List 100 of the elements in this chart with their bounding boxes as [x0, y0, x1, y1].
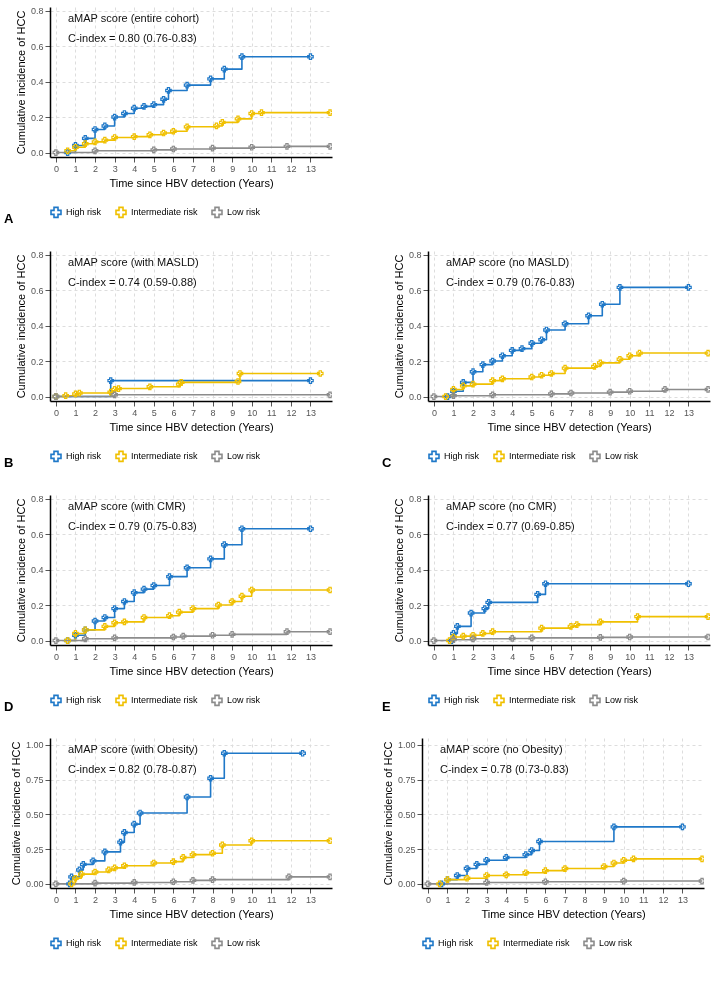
y-tick-label: 0.6 [30, 285, 44, 296]
annotation: aMAP score (with MASLD) [68, 256, 199, 268]
x-tick-label: 6 [543, 894, 549, 905]
x-tick-label: 10 [625, 651, 636, 662]
text: B [4, 455, 14, 470]
legend-label: Intermediate risk [509, 695, 577, 706]
x-tick-label: 13 [305, 894, 316, 905]
legend-label: Intermediate risk [131, 451, 199, 462]
x-tick-label: 12 [658, 894, 669, 905]
y-tick-label: 0.0 [408, 392, 422, 403]
annotation: aMAP score (no MASLD) [446, 256, 570, 268]
annotation: C-index = 0.79 (0.76-0.83) [446, 276, 575, 288]
x-tick-label: 0 [431, 407, 437, 418]
y-tick-label: 0.0 [30, 636, 44, 647]
legend-label: Low risk [605, 451, 639, 462]
annotation: aMAP score (with CMR) [68, 500, 186, 512]
x-axis-title: Time since HBV detection (Years) [481, 907, 646, 920]
x-tick-label: 11 [639, 894, 649, 905]
x-axis-title: Time since HBV detection (Years) [109, 664, 274, 677]
x-tick-label: 5 [523, 894, 529, 905]
x-tick-label: 9 [230, 407, 236, 418]
x-tick-label: 6 [549, 407, 555, 418]
x-tick-label: 1 [445, 894, 451, 905]
x-tick-label: 10 [247, 651, 258, 662]
legend-label: Intermediate risk [131, 938, 199, 949]
x-tick-label: 2 [93, 407, 99, 418]
y-tick-label: 0.0 [408, 636, 422, 647]
x-tick-label: 8 [582, 894, 588, 905]
annotation: C-index = 0.82 (0.78-0.87) [68, 763, 197, 775]
x-tick-label: 6 [171, 651, 177, 662]
annotation: aMAP score (entire cohort) [68, 12, 200, 24]
legend-label: High risk [444, 451, 480, 462]
x-tick-label: 2 [93, 894, 99, 905]
y-tick-label: 0.8 [408, 494, 422, 505]
y-tick-label: 0.2 [30, 600, 44, 611]
annotation: C-index = 0.78 (0.73-0.83) [440, 763, 569, 775]
x-tick-label: 7 [568, 651, 574, 662]
x-tick-label: 5 [529, 651, 535, 662]
legend-label: Intermediate risk [503, 938, 571, 949]
x-tick-label: 0 [431, 651, 437, 662]
x-tick-label: 7 [190, 651, 196, 662]
x-tick-label: 1 [73, 894, 79, 905]
y-tick-label: 0.50 [25, 809, 44, 820]
x-tick-label: 1 [451, 651, 457, 662]
x-tick-label: 12 [286, 651, 297, 662]
x-tick-label: 4 [132, 894, 138, 905]
y-tick-label: 1.00 [397, 740, 416, 751]
y-axis-title: Cumulative incidence of HCC [9, 741, 22, 886]
y-tick-label: 0.8 [30, 6, 44, 17]
legend-label: High risk [438, 938, 474, 949]
legend-label: Low risk [227, 938, 261, 949]
x-tick-label: 10 [625, 407, 636, 418]
y-tick-label: 0.25 [25, 844, 44, 855]
x-tick-label: 11 [267, 651, 277, 662]
x-tick-label: 8 [210, 894, 216, 905]
x-tick-label: 4 [510, 407, 516, 418]
x-tick-label: 13 [683, 651, 694, 662]
annotation: aMAP score (no Obesity) [440, 743, 563, 755]
legend-label: High risk [444, 695, 480, 706]
x-tick-label: 9 [608, 407, 614, 418]
x-tick-label: 9 [230, 163, 236, 174]
legend-label: Intermediate risk [509, 451, 577, 462]
x-tick-label: 11 [267, 407, 277, 418]
x-tick-label: 11 [267, 894, 277, 905]
x-tick-label: 13 [677, 894, 688, 905]
y-tick-label: 0.2 [30, 112, 44, 123]
x-tick-label: 12 [286, 407, 297, 418]
annotation: C-index = 0.77 (0.69-0.85) [446, 520, 575, 532]
x-tick-label: 0 [53, 407, 59, 418]
x-tick-label: 6 [171, 163, 177, 174]
legend-label: High risk [66, 451, 102, 462]
x-tick-label: 4 [132, 651, 138, 662]
x-tick-label: 7 [190, 894, 196, 905]
y-tick-label: 0.8 [30, 494, 44, 505]
x-tick-label: 2 [471, 407, 477, 418]
x-tick-label: 11 [645, 407, 655, 418]
x-tick-label: 7 [190, 407, 196, 418]
y-tick-label: 0.00 [397, 879, 416, 890]
x-tick-label: 13 [683, 407, 694, 418]
x-tick-label: 8 [210, 651, 216, 662]
x-tick-label: 0 [425, 894, 431, 905]
legend-label: Low risk [227, 451, 261, 462]
x-tick-label: 10 [247, 407, 258, 418]
x-tick-label: 5 [529, 407, 535, 418]
x-tick-label: 8 [588, 407, 594, 418]
x-tick-label: 0 [53, 651, 59, 662]
legend-label: High risk [66, 207, 102, 218]
y-tick-label: 0.75 [25, 775, 44, 786]
x-tick-label: 2 [471, 651, 477, 662]
y-tick-label: 0.2 [30, 356, 44, 367]
legend-label: Intermediate risk [131, 695, 199, 706]
x-tick-label: 2 [93, 651, 99, 662]
annotation: aMAP score (no CMR) [446, 500, 557, 512]
x-tick-label: 9 [230, 651, 236, 662]
x-tick-label: 1 [73, 651, 79, 662]
y-tick-label: 0.4 [30, 77, 44, 88]
x-tick-label: 1 [451, 407, 457, 418]
x-tick-label: 3 [112, 651, 118, 662]
x-tick-label: 6 [171, 407, 177, 418]
y-tick-label: 1.00 [25, 740, 44, 751]
